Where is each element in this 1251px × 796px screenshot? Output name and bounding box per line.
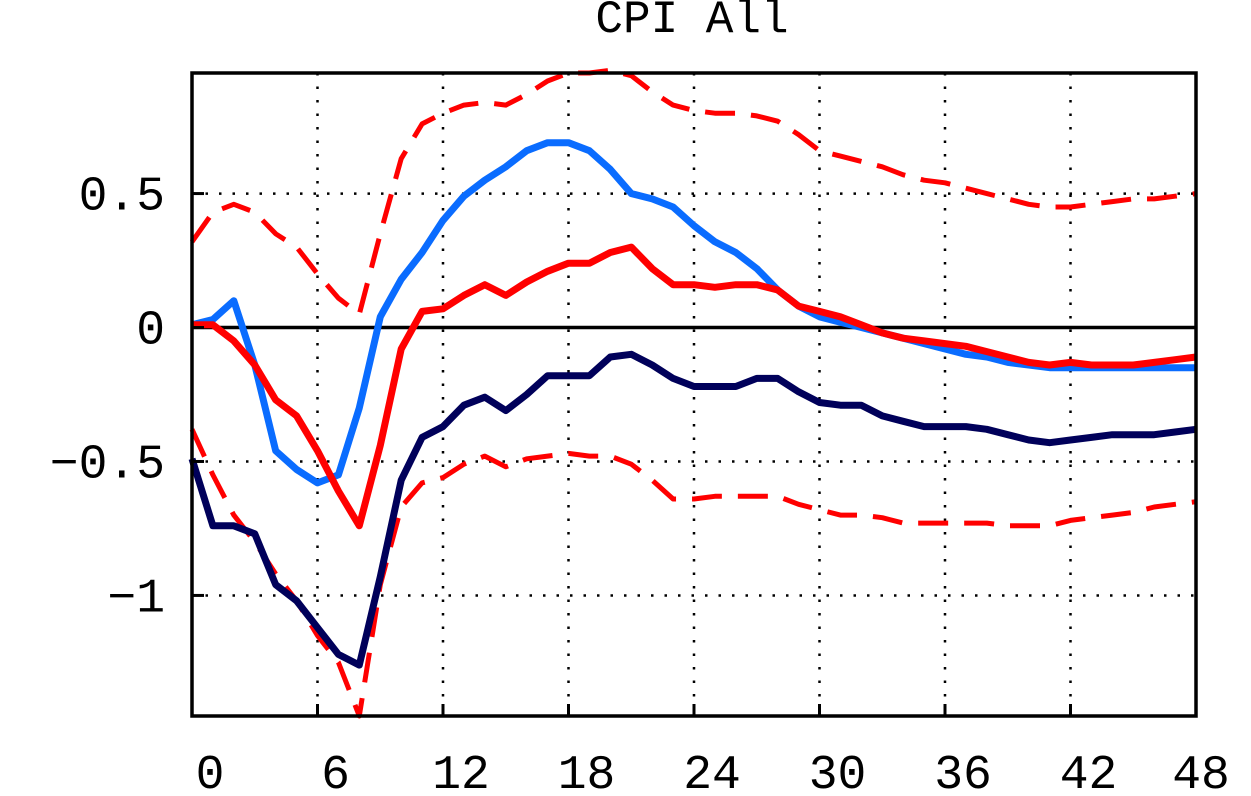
x-tick-label: 24 [683, 749, 741, 796]
y-tick-label: −0.5 [50, 438, 165, 492]
series-line-2 [192, 243, 1197, 530]
x-tick-label: 18 [558, 749, 616, 796]
series-line-3 [188, 350, 1197, 669]
x-tick-label: 0 [196, 749, 225, 796]
y-tick-labels: 0.5 0 −0.5 −1 [50, 171, 165, 627]
x-tick-label: 6 [321, 749, 350, 796]
x-tick-label: 42 [1060, 749, 1118, 796]
x-tick-label: 30 [809, 749, 867, 796]
confidence-band-upper [189, 67, 1197, 317]
x-tick-labels: 0 6 12 18 24 30 36 42 48 [196, 749, 1230, 796]
chart-title: CPI All [595, 0, 788, 46]
y-tick-label: 0.5 [79, 171, 165, 225]
x-tick-label: 48 [1172, 749, 1230, 796]
x-tick-label: 12 [432, 749, 490, 796]
grid [192, 73, 1196, 716]
axes [190, 71, 1198, 718]
series-group [188, 67, 1197, 719]
y-tick-label: 0 [136, 305, 165, 359]
x-tick-label: 36 [934, 749, 992, 796]
y-tick-label: −1 [107, 572, 165, 626]
